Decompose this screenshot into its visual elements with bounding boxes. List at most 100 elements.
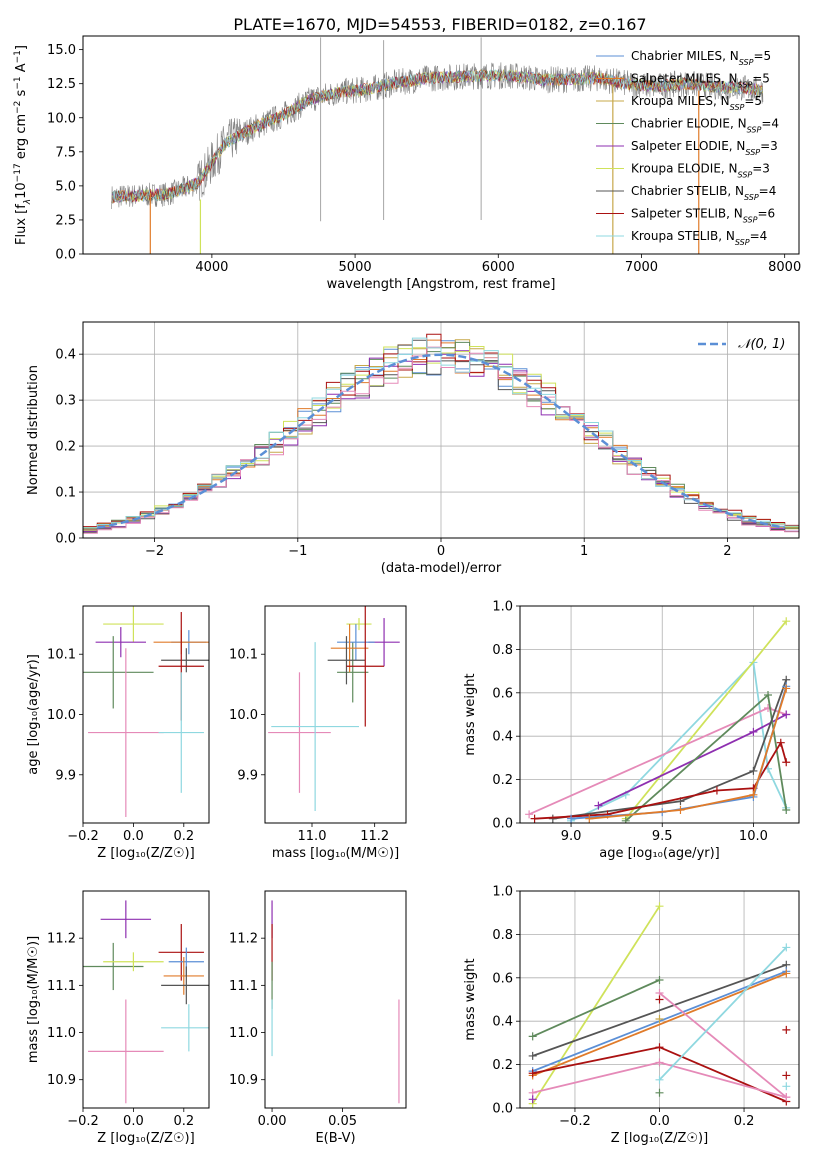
mass_vs_ebv-ytick-label: 10.9	[229, 1073, 258, 1088]
weight-marker	[782, 1025, 791, 1034]
errorbar-point	[337, 624, 375, 661]
weight-marker	[776, 738, 785, 747]
age_vs_Z-plot-area	[83, 606, 209, 817]
residuals-ytick-label: 0.4	[55, 348, 76, 363]
weight-marker	[585, 814, 594, 823]
legend-label-suffix: =6	[757, 207, 775, 221]
legend-label-text: Salpeter ELODIE, N	[631, 139, 745, 153]
weight_vs_age-ytick-label: 1.0	[492, 600, 513, 615]
residuals-ylabel: Normed distribution	[26, 365, 41, 495]
weight-marker	[655, 1015, 664, 1024]
weight-marker	[655, 1058, 664, 1067]
spectrum-ylabel-part: 10	[14, 182, 29, 199]
spectrum-ylabel-part: s	[14, 89, 29, 100]
age_vs_Z-xtick-label: −0.2	[67, 829, 99, 844]
mass_vs_Z-frame	[82, 890, 210, 1109]
errorbar-point	[271, 642, 359, 811]
spectrum-ylabel: Flux [fλ10−17 erg cm−2 s−1 A−1]	[13, 45, 33, 245]
age_vs_mass-xlabel: mass [log₁₀(M/M☉)]	[272, 846, 399, 861]
spectrum-ylabel-part: −2	[13, 101, 23, 114]
errorbar-point	[330, 624, 369, 673]
weight_vs_age-ytick-label: 0.4	[492, 730, 513, 745]
age_vs_mass-panel: 11.0 11.2 9.9 10.0 10.1 mass [log₁₀(M/M☉)]	[229, 605, 407, 861]
legend-label: Kroupa MILES, NSSP=5	[631, 94, 762, 112]
weight-marker	[782, 1093, 791, 1102]
errorbar-point	[346, 618, 372, 631]
age_vs_Z-ylabel: age [log₁₀(age/yr)]	[26, 654, 41, 775]
weight-marker	[764, 690, 772, 699]
age_vs_Z-xtick-label: 0.0	[123, 829, 144, 844]
weight-marker	[676, 805, 685, 814]
spectrum-xtick-label: 4000	[195, 260, 228, 275]
legend-label-sub: SSP	[730, 103, 745, 112]
weight_vs_Z-ytick-label: 0.4	[492, 1015, 513, 1030]
errorbar-point	[161, 966, 209, 1005]
residuals-ytick-label: 0.3	[55, 394, 76, 409]
spectrum-xtick-label: 6000	[482, 260, 515, 275]
mass_vs_ebv-frame	[264, 890, 407, 1109]
mass_vs_ebv-xtick-label: 0.00	[258, 1114, 287, 1129]
legend-label-text: Salpeter STELIB, N	[631, 207, 743, 221]
residuals-plot-area	[83, 333, 799, 534]
weight_vs_age-frame	[519, 605, 800, 824]
weight-marker	[655, 1043, 664, 1052]
weight_vs_age-xtick-label: 9.5	[652, 829, 673, 844]
weight-marker	[749, 790, 758, 799]
weight_vs_Z-xtick-label: 0.2	[734, 1114, 755, 1129]
legend-label-text: Salpeter MILES, N	[631, 72, 738, 86]
legend-label: Salpeter ELODIE, NSSP=3	[631, 139, 778, 157]
spectrum-ylabel-part: A	[14, 63, 29, 76]
weight-marker	[528, 1095, 537, 1104]
spectrum-ylabel-part: −17	[13, 163, 23, 182]
legend-label: Kroupa ELODIE, NSSP=3	[631, 162, 770, 180]
errorbar-point	[158, 924, 204, 981]
mass_vs_Z-ylabel: mass [log₁₀(M/M☉)]	[26, 936, 41, 1063]
mass_vs_Z-ytick-label: 11.2	[47, 932, 76, 947]
errorbar-point	[95, 627, 146, 658]
spectrum-xtick-label: 5000	[339, 260, 372, 275]
legend-label: Chabrier MILES, NSSP=5	[631, 49, 771, 67]
weight_vs_age-xlabel: age [log₁₀(age/yr)]	[599, 846, 720, 861]
legend-label: Salpeter MILES, NSSP=5	[631, 72, 770, 90]
legend-label-sub: SSP	[738, 80, 753, 89]
spectrum-model-line	[111, 69, 763, 204]
mass_vs_ebv-panel: 0.00 0.05 10.9 11.0 11.1 11.2 E(B-V)	[229, 890, 407, 1146]
weight_vs_age-ytick-label: 0.6	[492, 686, 513, 701]
spectrum-ytick-label: 5.0	[55, 179, 76, 194]
weight-marker	[594, 801, 603, 810]
mass_vs_Z-ytick-label: 11.1	[47, 979, 76, 994]
histogram-series	[83, 337, 799, 529]
legend-label-suffix: =3	[760, 139, 778, 153]
weight-marker	[712, 786, 721, 795]
mass_vs_Z-xlabel: Z [log₁₀(Z/Z☉)]	[97, 1131, 194, 1146]
gaussian-reference-line	[97, 353, 785, 529]
spectrum-ylabel-part: ]	[14, 45, 29, 50]
legend-label-sub: SSP	[745, 148, 760, 157]
legend-label-suffix: =5	[753, 49, 771, 63]
mass_vs_Z-plot-area	[83, 900, 209, 1104]
spectrum-ytick-label: 10.0	[47, 111, 76, 126]
mass_vs_ebv-plot-area	[271, 900, 400, 1104]
legend-label-text: Chabrier STELIB, N	[631, 184, 744, 198]
mass_vs_Z-xtick-label: −0.2	[67, 1114, 99, 1129]
weight_vs_Z-xtick-label: 0.0	[649, 1114, 670, 1129]
weight-marker	[655, 975, 664, 984]
residuals-xtick-label: 0	[437, 544, 445, 559]
weight-marker	[528, 1069, 537, 1078]
weight_vs_Z-ytick-label: 0.6	[492, 971, 513, 986]
weight_vs_age-ytick-label: 0.0	[492, 817, 513, 832]
legend-label-sub: SSP	[738, 170, 753, 179]
errorbar-point	[268, 672, 331, 793]
legend-label: Chabrier STELIB, NSSP=4	[631, 184, 776, 202]
weight-marker	[749, 766, 758, 775]
legend-label: Salpeter STELIB, NSSP=6	[631, 207, 775, 225]
errorbar-point	[100, 900, 152, 939]
residuals-xtick-label: −1	[288, 544, 307, 559]
weight_vs_age-ytick-label: 0.8	[492, 643, 513, 658]
legend-label-text: Kroupa STELIB, N	[631, 229, 735, 243]
weight_vs_age-ytick-label: 0.2	[492, 773, 513, 788]
weight-marker	[528, 1051, 537, 1060]
legend-label-text: Kroupa ELODIE, N	[631, 162, 738, 176]
errorbar-point	[163, 957, 204, 995]
age_vs_mass-ytick-label: 10.0	[229, 708, 258, 723]
